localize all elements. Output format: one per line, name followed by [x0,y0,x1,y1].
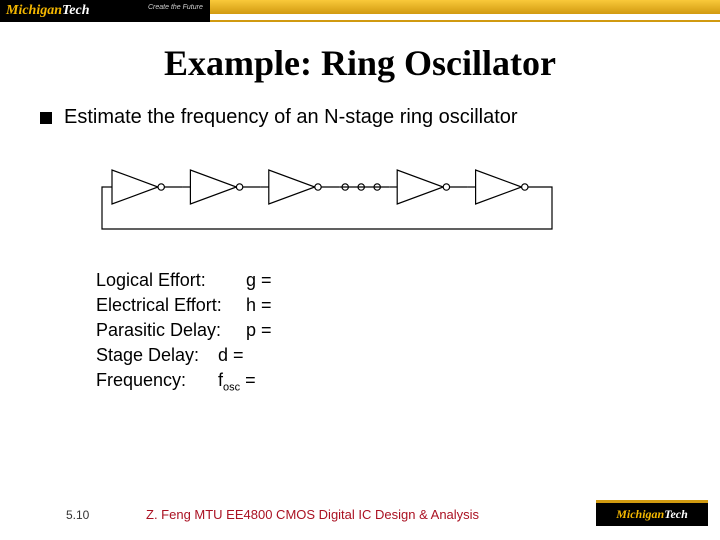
ring-oscillator-diagram [96,147,720,244]
bullet-row: Estimate the frequency of an N-stage rin… [40,106,720,129]
param-var: fosc = [218,370,256,394]
footer-logo: MichiganTech [616,507,688,522]
param-row: Logical Effort:g = [96,270,720,291]
param-label: Frequency: [96,370,218,394]
param-var: p = [246,320,272,341]
param-label: Electrical Effort: [96,295,246,316]
ring-oscillator-svg [96,147,616,239]
header-bar: MichiganTech Create the Future [0,0,720,28]
param-row: Frequency:fosc = [96,370,720,394]
footer-logo-part-1: Michigan [616,507,664,521]
page-title: Example: Ring Oscillator [0,42,720,84]
param-label: Logical Effort: [96,270,246,291]
footer: 5.10 Z. Feng MTU EE4800 CMOS Digital IC … [0,507,720,522]
footer-logo-part-2: Tech [664,507,688,521]
param-label: Parasitic Delay: [96,320,246,341]
bullet-text: Estimate the frequency of an N-stage rin… [64,106,518,129]
header-gold-stripe [210,0,720,14]
param-var: d = [218,345,244,366]
param-row: Stage Delay:d = [96,345,720,366]
footer-logo-box: MichiganTech [596,500,708,526]
header-tagline: Create the Future [148,4,203,11]
param-var: h = [246,295,272,316]
param-row: Electrical Effort:h = [96,295,720,316]
header-underline [0,20,720,22]
page-number: 5.10 [66,508,146,522]
logo-part-2: Tech [62,3,89,18]
parameter-list: Logical Effort:g =Electrical Effort:h =P… [96,270,720,394]
logo-part-1: Michigan [6,3,62,18]
param-label: Stage Delay: [96,345,218,366]
bullet-square-icon [40,112,52,124]
param-var: g = [246,270,272,291]
param-row: Parasitic Delay:p = [96,320,720,341]
header-logo: MichiganTech [6,3,90,19]
